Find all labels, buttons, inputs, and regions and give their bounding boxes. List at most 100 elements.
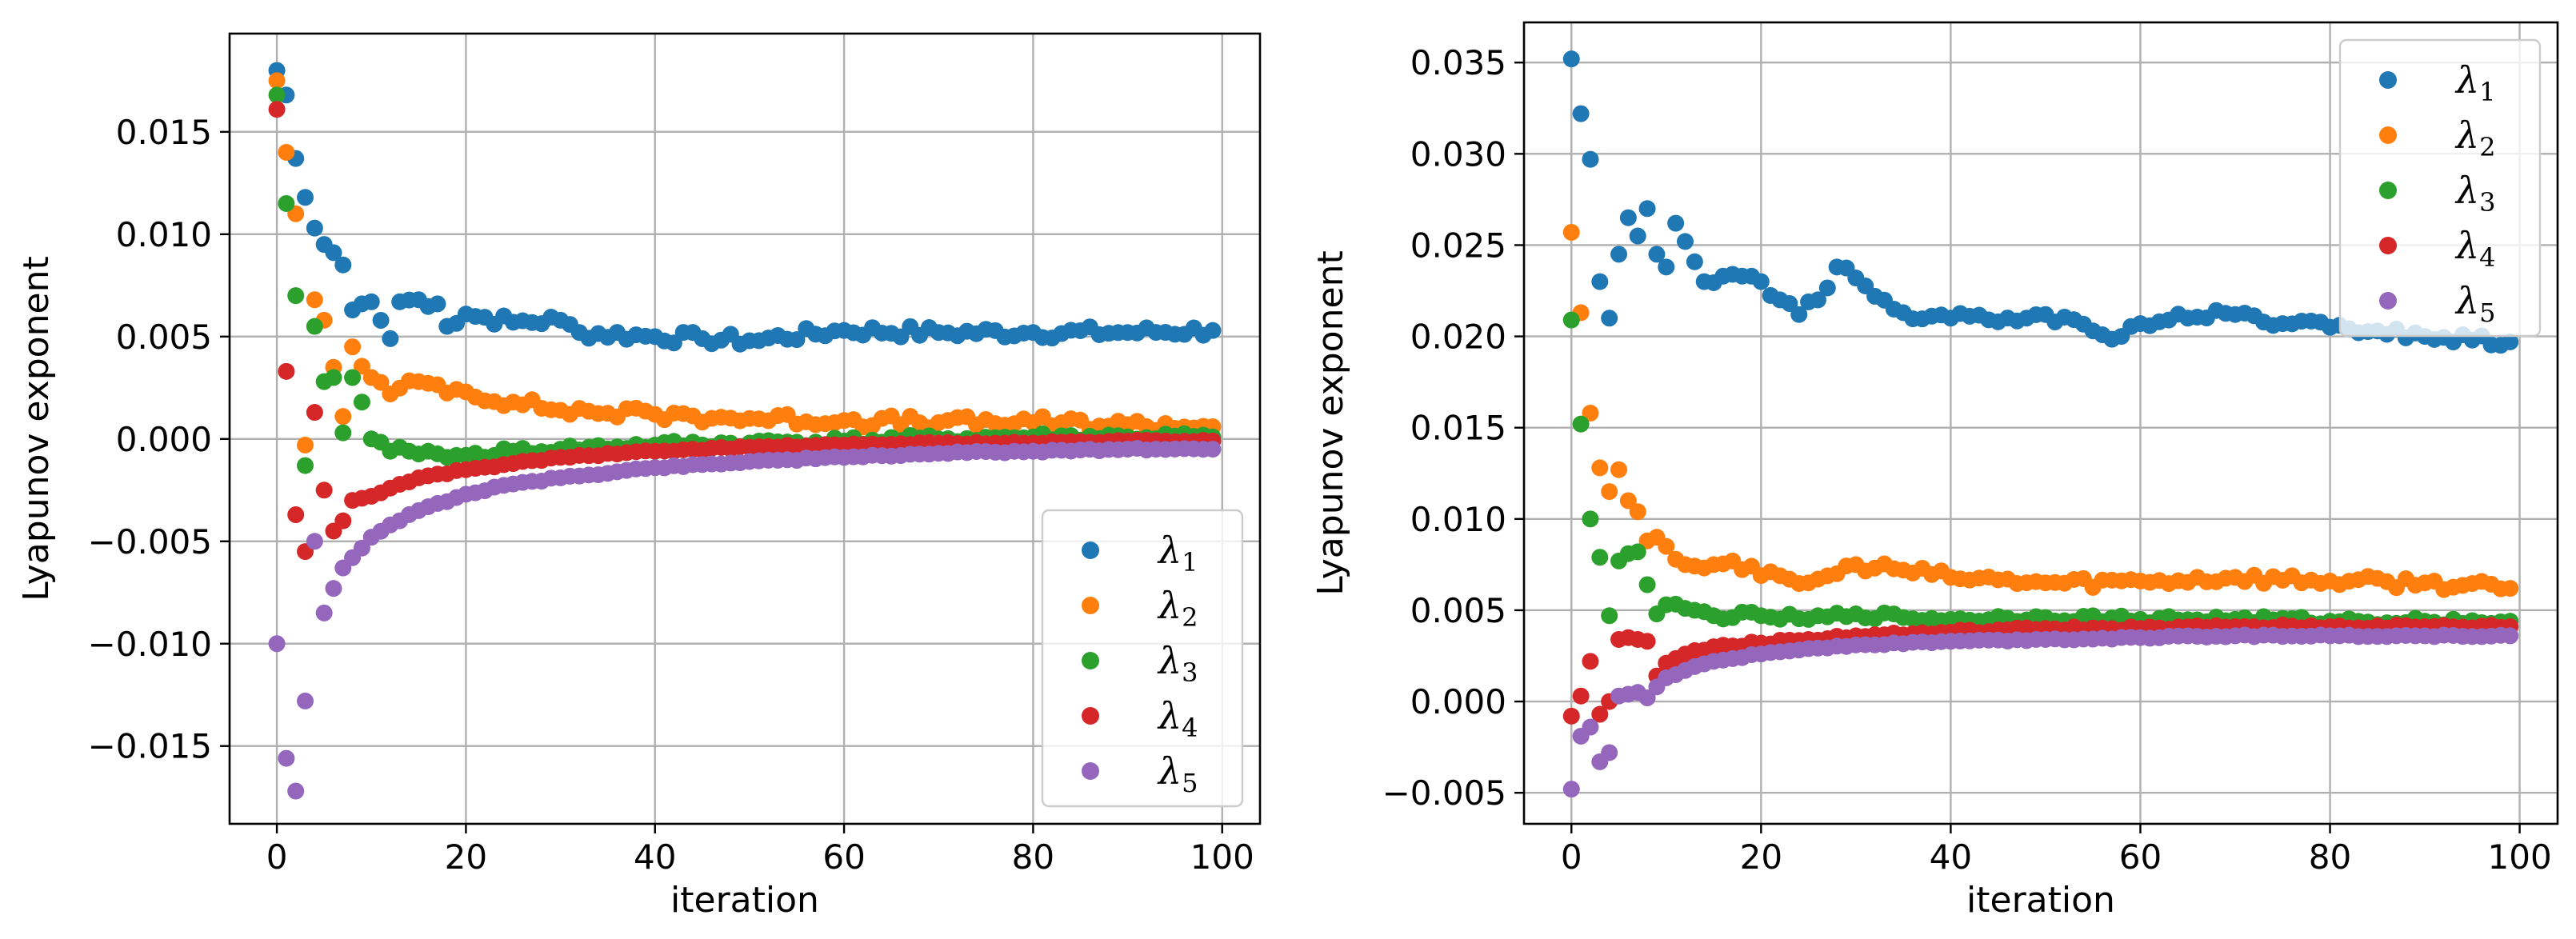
- data-point: [1638, 689, 1656, 707]
- data-point: [334, 408, 352, 426]
- data-point: [1582, 718, 1599, 736]
- data-point: [1677, 233, 1694, 250]
- data-point: [1204, 322, 1222, 339]
- data-point: [353, 539, 370, 557]
- y-axis-label: Lyapunov exponent: [16, 256, 57, 601]
- y-tick-label: 0.000: [116, 420, 212, 459]
- data-point: [297, 189, 314, 206]
- y-tick-label: 0.010: [1410, 500, 1506, 539]
- data-point: [1562, 781, 1580, 798]
- data-point: [1601, 310, 1618, 327]
- data-point: [1686, 253, 1703, 270]
- data-point: [1648, 246, 1666, 263]
- data-point: [278, 143, 295, 161]
- legend-marker: [2379, 71, 2397, 89]
- data-point: [1619, 492, 1637, 509]
- data-points: [1562, 50, 2519, 798]
- y-tick-label: 0.015: [116, 113, 212, 152]
- data-point: [1582, 404, 1599, 422]
- x-tick-label: 0: [1561, 837, 1582, 877]
- data-point: [1781, 294, 1798, 312]
- data-point: [268, 101, 286, 118]
- x-tick-label: 100: [1190, 837, 1254, 877]
- x-axis-label: iteration: [670, 880, 819, 921]
- data-point: [1204, 441, 1222, 458]
- legend-label: λ2: [2454, 114, 2496, 162]
- data-point: [1809, 291, 1826, 309]
- data-point: [1629, 503, 1646, 521]
- x-axis-label: iteration: [1966, 880, 2115, 921]
- data-point: [1667, 214, 1685, 232]
- data-point: [1591, 273, 1609, 290]
- data-point: [1752, 273, 1770, 290]
- x-tick-label: 20: [1740, 837, 1782, 877]
- data-point: [362, 293, 380, 310]
- x-tick-label: 100: [2488, 837, 2552, 877]
- data-point: [278, 362, 295, 380]
- data-point: [306, 219, 323, 237]
- data-point: [1629, 543, 1646, 561]
- data-point: [1591, 549, 1609, 566]
- data-point: [1562, 50, 1580, 68]
- y-axis-label: Lyapunov exponent: [1310, 250, 1351, 595]
- data-point: [287, 287, 305, 305]
- right-chart-panel: 0 20 40 60 80 100 −0.005 0.000 0.005 0.010 0.015 0.…: [1310, 21, 2559, 921]
- data-point: [297, 457, 314, 474]
- x-tick-label: 40: [1930, 837, 1972, 877]
- data-point: [278, 749, 295, 767]
- data-point: [1562, 707, 1580, 725]
- axes-frame: [228, 32, 1262, 825]
- data-point: [1601, 483, 1618, 501]
- y-tick-label: −0.005: [88, 522, 212, 561]
- data-point: [1591, 705, 1609, 723]
- data-point: [325, 369, 342, 386]
- legend-label: λ3: [1157, 639, 1198, 688]
- data-point: [287, 506, 305, 524]
- data-point: [1629, 227, 1646, 245]
- data-point: [1790, 306, 1808, 323]
- grid-lines: [1524, 22, 2558, 824]
- data-point: [325, 244, 342, 262]
- data-points: [268, 62, 1222, 800]
- data-point: [1610, 246, 1628, 263]
- data-point: [1562, 223, 1580, 241]
- data-point: [306, 533, 323, 550]
- x-tick-label: 80: [2309, 837, 2351, 877]
- data-point: [1638, 576, 1656, 593]
- data-point: [2502, 580, 2519, 597]
- series-λ1: [268, 62, 1222, 353]
- data-point: [1658, 258, 1675, 276]
- x-tick-label: 80: [1012, 837, 1054, 877]
- legend-marker: [1082, 707, 1099, 725]
- y-tick-label: 0.035: [1410, 43, 1506, 82]
- legend-marker: [1082, 762, 1099, 780]
- data-point: [1591, 459, 1609, 477]
- data-point: [353, 358, 370, 375]
- legend-box: [2338, 38, 2542, 338]
- data-point: [429, 295, 446, 313]
- legend-marker: [1082, 652, 1099, 669]
- x-tick-label: 60: [822, 837, 865, 877]
- legend-marker: [1082, 597, 1099, 614]
- y-tick-label: 0.030: [1410, 134, 1506, 174]
- data-point: [2502, 627, 2519, 645]
- y-tick-label: −0.015: [88, 727, 212, 766]
- data-point: [268, 635, 286, 653]
- data-point: [1818, 279, 1836, 297]
- data-point: [315, 481, 333, 499]
- data-point: [334, 256, 352, 274]
- legend-label: λ2: [1157, 584, 1198, 633]
- y-tick-label: 0.005: [116, 318, 212, 357]
- data-point: [1572, 105, 1590, 122]
- x-tick-label: 0: [266, 837, 288, 877]
- y-tick-label: 0.010: [116, 215, 212, 254]
- legend-marker: [2379, 182, 2397, 199]
- series-λ1: [1562, 50, 2519, 354]
- data-point: [1638, 633, 1656, 650]
- data-point: [1619, 209, 1637, 226]
- data-point: [278, 194, 295, 212]
- x-tick-label: 60: [2119, 837, 2162, 877]
